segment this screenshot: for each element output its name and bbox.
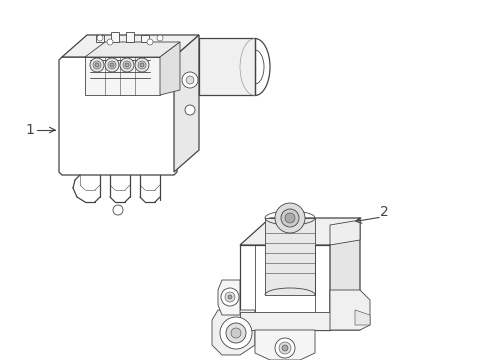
Circle shape <box>230 328 241 338</box>
Circle shape <box>90 58 104 72</box>
Circle shape <box>108 61 116 69</box>
Circle shape <box>110 63 114 67</box>
Polygon shape <box>59 57 177 175</box>
Circle shape <box>281 209 298 227</box>
Text: 1: 1 <box>25 123 34 137</box>
Polygon shape <box>62 35 199 57</box>
Circle shape <box>224 292 235 302</box>
Polygon shape <box>254 330 314 360</box>
Polygon shape <box>354 310 369 325</box>
Circle shape <box>282 345 287 351</box>
Circle shape <box>97 35 103 41</box>
Circle shape <box>95 63 99 67</box>
Circle shape <box>221 288 239 306</box>
Polygon shape <box>141 35 149 42</box>
Polygon shape <box>329 290 369 330</box>
Circle shape <box>285 213 294 223</box>
Circle shape <box>184 105 195 115</box>
Circle shape <box>107 39 113 45</box>
Polygon shape <box>85 57 160 95</box>
Polygon shape <box>199 38 254 95</box>
Polygon shape <box>329 218 359 330</box>
Circle shape <box>105 58 119 72</box>
Polygon shape <box>218 280 240 315</box>
Circle shape <box>140 63 143 67</box>
Circle shape <box>135 58 149 72</box>
Polygon shape <box>111 32 119 42</box>
Polygon shape <box>160 42 180 95</box>
Polygon shape <box>240 218 359 245</box>
Circle shape <box>225 323 245 343</box>
Circle shape <box>123 61 131 69</box>
Polygon shape <box>264 218 314 295</box>
Circle shape <box>274 203 305 233</box>
Polygon shape <box>96 35 104 42</box>
Polygon shape <box>126 32 134 42</box>
Circle shape <box>93 61 101 69</box>
Text: 2: 2 <box>379 205 388 219</box>
Circle shape <box>274 338 294 358</box>
Circle shape <box>125 63 129 67</box>
Polygon shape <box>240 312 329 330</box>
Circle shape <box>147 39 153 45</box>
Circle shape <box>157 35 163 41</box>
Circle shape <box>138 61 146 69</box>
Circle shape <box>227 295 231 299</box>
Polygon shape <box>329 220 359 245</box>
Circle shape <box>182 72 198 88</box>
Circle shape <box>120 58 134 72</box>
Circle shape <box>220 317 251 349</box>
Polygon shape <box>212 310 254 355</box>
Circle shape <box>185 76 194 84</box>
Polygon shape <box>240 245 329 330</box>
Circle shape <box>113 205 123 215</box>
Polygon shape <box>174 35 199 172</box>
Circle shape <box>279 342 290 354</box>
Polygon shape <box>85 42 180 57</box>
